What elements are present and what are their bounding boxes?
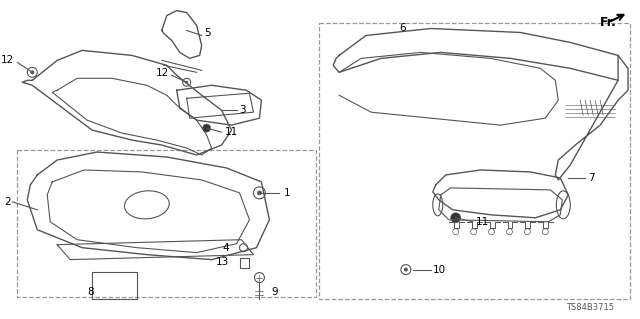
Bar xyxy=(239,258,250,268)
Circle shape xyxy=(203,124,211,132)
Circle shape xyxy=(185,81,188,84)
Text: 2: 2 xyxy=(4,197,10,207)
Text: 11: 11 xyxy=(476,217,489,227)
Bar xyxy=(17,150,316,298)
Text: 9: 9 xyxy=(271,286,278,296)
Circle shape xyxy=(257,191,261,195)
Text: 5: 5 xyxy=(205,28,211,39)
Bar xyxy=(319,23,630,300)
Text: 12: 12 xyxy=(156,68,169,78)
Text: 1: 1 xyxy=(284,188,290,198)
Circle shape xyxy=(404,268,408,271)
Text: Fr.: Fr. xyxy=(600,16,617,29)
Text: 13: 13 xyxy=(216,256,230,267)
Bar xyxy=(92,271,137,300)
Text: 4: 4 xyxy=(223,243,230,253)
Text: 11: 11 xyxy=(225,127,238,137)
Circle shape xyxy=(30,70,35,74)
Circle shape xyxy=(451,213,461,223)
Text: 7: 7 xyxy=(588,173,595,183)
Text: 3: 3 xyxy=(239,105,246,115)
Text: 8: 8 xyxy=(88,286,94,296)
Text: 10: 10 xyxy=(433,264,446,275)
Text: TS84B3715: TS84B3715 xyxy=(566,303,614,312)
Text: 6: 6 xyxy=(399,24,406,33)
Text: 12: 12 xyxy=(1,56,14,65)
